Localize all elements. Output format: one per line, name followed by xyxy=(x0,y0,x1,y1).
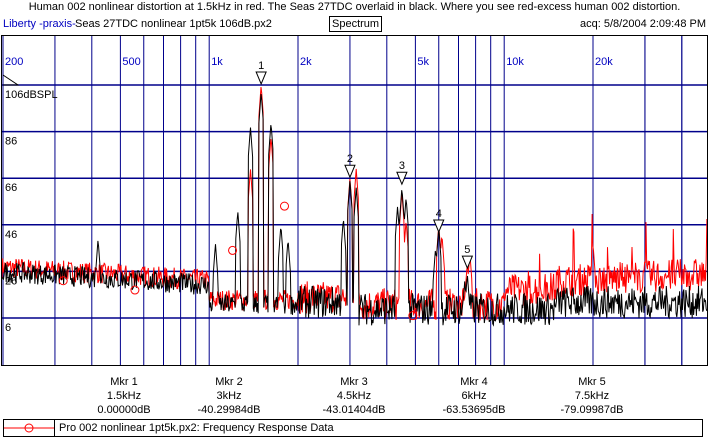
marker-label: Mkr 5 xyxy=(578,376,606,388)
y-tick-label: 6 xyxy=(5,322,11,334)
x-tick-label: 10k xyxy=(506,56,524,68)
marker-triangle-icon xyxy=(396,171,408,186)
marker-triangle-icon xyxy=(255,71,267,86)
y-tick-label: 86 xyxy=(5,136,17,148)
x-tick-label: 500 xyxy=(122,56,140,68)
file-name: Seas 27TDC nonlinear 1pt5k 106dB.px2 xyxy=(75,18,272,30)
y-tick-label: 106dBSPL xyxy=(5,89,58,101)
y-tick-label: 26 xyxy=(5,275,17,287)
data-point-circle xyxy=(280,201,290,211)
marker-label: Mkr 3 xyxy=(340,376,368,388)
marker-readout-4: Mkr 4 6kHz -63.53695dB xyxy=(419,375,529,417)
marker-label: Mkr 1 xyxy=(110,376,138,388)
marker-number: 1 xyxy=(258,60,264,72)
plot-area[interactable]: 200 500 1k 2k 5k 10k 20k 106dBSPL 86 66 46 26 6 1 2 3 4 5 xyxy=(1,35,708,366)
marker-value: -40.29984dB xyxy=(197,404,261,416)
x-tick-label: 1k xyxy=(211,56,223,68)
marker-number: 3 xyxy=(399,160,405,172)
legend-label: Pro 002 nonlinear 1pt5k.px2: Frequency R… xyxy=(59,422,334,434)
marker-value: -79.09987dB xyxy=(560,404,624,416)
acquisition-time: acq: 5/8/2004 2:09:48 PM xyxy=(580,18,706,30)
x-tick-label: 20k xyxy=(595,56,613,68)
marker-value: 0.00000dB xyxy=(97,404,151,416)
marker-readout-3: Mkr 3 4.5kHz -43.01404dB xyxy=(299,375,409,417)
data-point-circle xyxy=(130,285,140,295)
data-point-circle xyxy=(408,311,418,321)
marker-value: -43.01404dB xyxy=(322,404,386,416)
y-tick-label: 46 xyxy=(5,229,17,241)
marker-freq: 4.5kHz xyxy=(336,390,372,402)
data-point-circle xyxy=(58,276,68,286)
marker-triangle-icon xyxy=(344,164,356,179)
spectrum-chart: 200 500 1k 2k 5k 10k 20k 106dBSPL 86 66 46 26 6 1 2 3 4 5 xyxy=(2,36,707,365)
reference-level-indicator-icon xyxy=(2,74,20,86)
marker-number: 5 xyxy=(464,244,470,256)
legend: Pro 002 nonlinear 1pt5k.px2: Frequency R… xyxy=(3,419,703,437)
chart-title: Human 002 nonlinear distortion at 1.5kHz… xyxy=(28,1,681,13)
marker-readout-5: Mkr 5 7.5kHz -79.09987dB xyxy=(537,375,647,417)
marker-freq: 7.5kHz xyxy=(574,390,610,402)
x-tick-label: 5k xyxy=(417,56,429,68)
marker-number: 4 xyxy=(436,208,442,220)
y-tick-label: 66 xyxy=(5,182,17,194)
marker-freq: 3kHz xyxy=(216,390,242,402)
x-tick-label: 2k xyxy=(300,56,312,68)
series-line xyxy=(2,86,707,321)
marker-value: -63.53695dB xyxy=(442,404,506,416)
marker-label: Mkr 4 xyxy=(460,376,488,388)
marker-triangle-icon xyxy=(433,219,445,234)
spectrum-view-button[interactable]: Spectrum xyxy=(329,16,383,32)
marker-freq: 1.5kHz xyxy=(106,390,142,402)
marker-label: Mkr 2 xyxy=(215,376,243,388)
data-point-circle xyxy=(228,245,238,255)
marker-triangle-icon xyxy=(461,255,474,270)
marker-freq: 6kHz xyxy=(461,390,487,402)
x-tick-label: 200 xyxy=(5,56,23,68)
legend-red-circle-symbol xyxy=(4,420,55,436)
brand-label: Liberty -praxis- xyxy=(3,18,76,30)
series-line xyxy=(2,93,707,327)
marker-readout-2: Mkr 2 3kHz -40.29984dB xyxy=(174,375,284,417)
marker-number: 2 xyxy=(347,153,353,165)
marker-readout-1: Mkr 1 1.5kHz 0.00000dB xyxy=(69,375,179,417)
